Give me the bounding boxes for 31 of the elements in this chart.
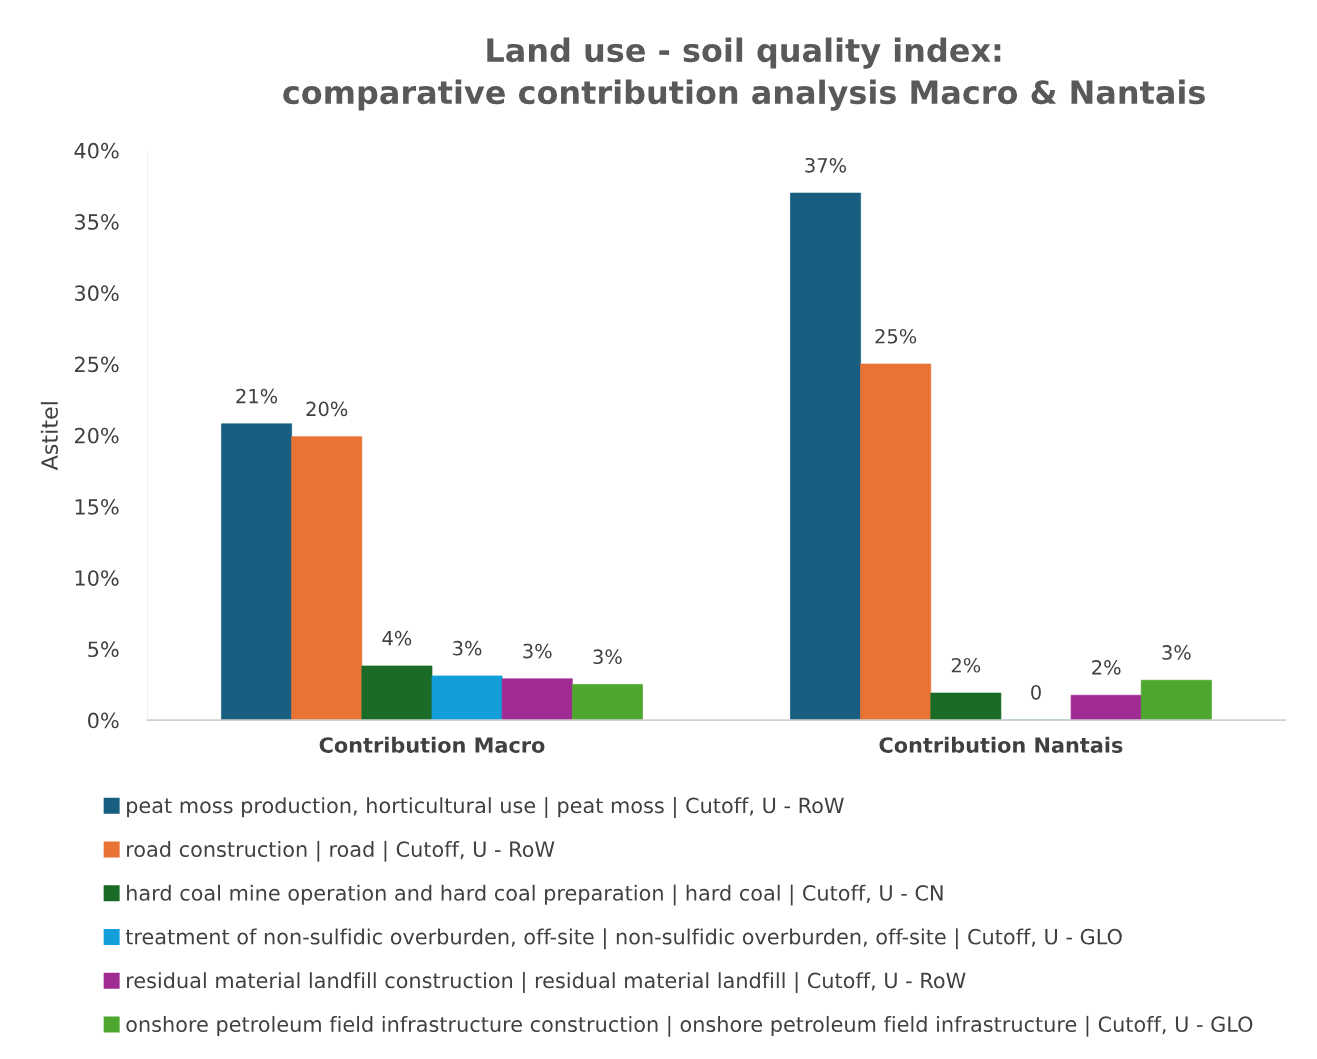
data-label: 2%: [1092, 660, 1121, 675]
y-tick-label: 35%: [75, 214, 119, 230]
legend-label: road construction | road | Cutoff, U - RoW: [127, 840, 555, 862]
data-label: 2%: [951, 657, 981, 673]
x-tick-label: Contribution Nantais: [879, 736, 1123, 753]
data-label: 3%: [453, 640, 482, 656]
legend-label: onshore petroleum field infrastructure construction | onshore petroleum field infrastructure | Cutoff, U - GLO: [126, 1015, 1253, 1037]
data-label: 20%: [306, 401, 348, 417]
legend-label: hard coal mine operation and hard coal preparation | hard coal | Cutoff, U - CN: [127, 884, 943, 906]
legend-label: treatment of non-sulfidic overburden, off-site | non-sulfidic overburden, off-site | Cutoff, U - GLO: [125, 928, 1122, 950]
data-label: 21%: [236, 388, 278, 404]
y-tick-label: 10%: [75, 570, 119, 586]
data-label: 3%: [1162, 645, 1191, 660]
data-label: 4%: [382, 630, 412, 646]
y-tick-label: 25%: [74, 356, 119, 373]
x-tick-label: Contribution Macro: [319, 736, 545, 753]
y-tick-label: 40%: [74, 142, 119, 159]
data-label: 37%: [805, 157, 847, 173]
data-label: 0: [1031, 684, 1041, 700]
y-axis-title: Astitel: [40, 402, 58, 471]
legend-label: residual material landfill construction | residual material landfill | Cutoff, U - RoW: [127, 972, 966, 993]
y-tick-label: 5%: [88, 641, 119, 658]
y-tick-label: 0%: [88, 712, 119, 729]
legend-label: peat moss production, horticultural use | peat moss | Cutoff, U - RoW: [127, 797, 844, 818]
chart-title: Land use - soil quality index: comparative contribution analysis Macro & Nantais: [283, 37, 1205, 111]
y-tick-label: 30%: [75, 285, 119, 302]
data-label: 3%: [523, 643, 552, 659]
y-tick-label: 15%: [75, 498, 119, 515]
y-tick-label: 20%: [74, 427, 119, 444]
data-label: 25%: [875, 328, 917, 344]
data-label: 3%: [593, 649, 622, 665]
